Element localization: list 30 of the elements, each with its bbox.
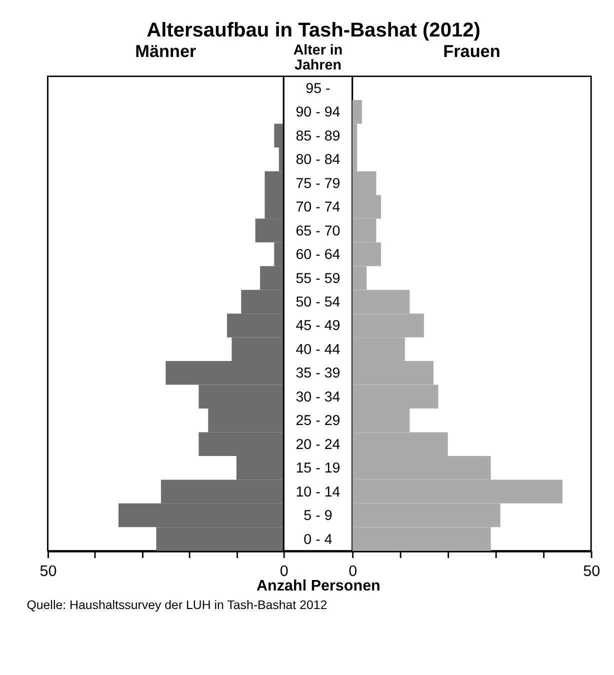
x-tick-label: 0 — [348, 563, 358, 580]
x-tick-label: 50 — [583, 563, 600, 580]
y-axis-title: Alter in Jahren — [293, 42, 343, 74]
x-tick-label: 0 — [280, 563, 288, 580]
x-axis-title: Anzahl Personen — [256, 578, 380, 595]
text: Frauen — [443, 41, 500, 62]
y-tick-label: 10 - 14 — [296, 484, 340, 500]
text: Männer — [135, 41, 197, 62]
y-tick-label: 85 - 89 — [296, 128, 340, 144]
y-tick-label: 20 - 24 — [296, 436, 340, 453]
chart-title: Altersaufbau in Tash-Bashat (2012) — [146, 19, 480, 42]
y-tick-label: 55 - 59 — [296, 270, 340, 287]
y-tick-label: 30 - 34 — [296, 389, 340, 406]
y-tick-label: 0 - 4 — [304, 532, 332, 548]
y-tick-label: 15 - 19 — [296, 460, 340, 477]
y-tick-label: 5 - 9 — [304, 508, 332, 524]
y-tick-label: 90 - 94 — [296, 104, 340, 121]
y-tick-label: 35 - 39 — [296, 366, 340, 382]
x-tick-label: 50 — [40, 563, 57, 580]
y-tick-label: 40 - 44 — [296, 342, 340, 358]
y-tick-label: 80 - 84 — [296, 152, 340, 168]
y-tick-label: 25 - 29 — [296, 413, 340, 430]
y-tick-label: 70 - 74 — [296, 200, 340, 216]
y-tick-label: 95 - — [306, 80, 331, 97]
y-tick-label: 75 - 79 — [296, 176, 340, 192]
y-tick-label: 50 - 54 — [296, 294, 340, 310]
y-tick-label: 45 - 49 — [296, 318, 340, 334]
y-tick-label: 65 - 70 — [296, 223, 340, 240]
source-note: Quelle: Haushaltssurvey der LUH in Tash-Bashat 2012 — [26, 598, 328, 612]
y-tick-label: 60 - 64 — [296, 247, 340, 264]
